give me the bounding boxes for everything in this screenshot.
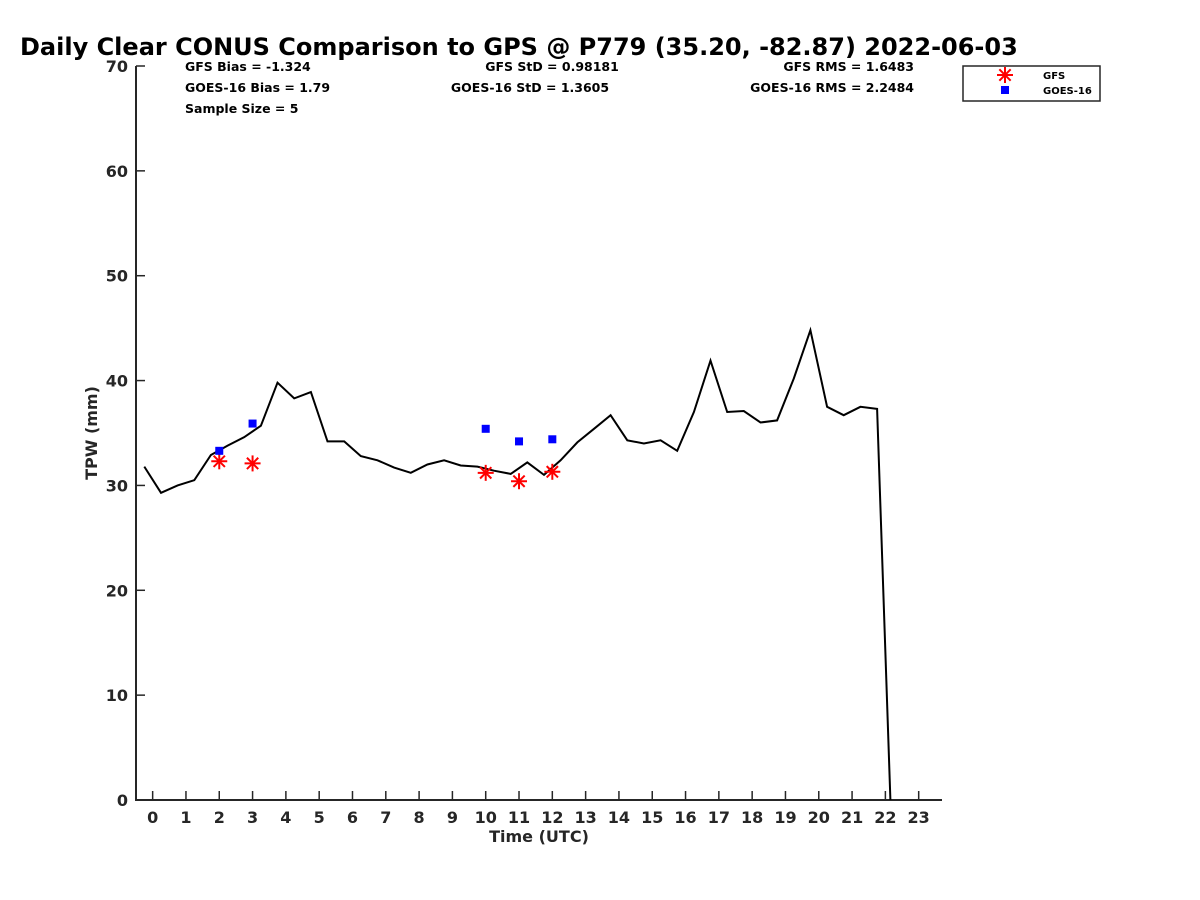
y-tick-label: 0 (117, 791, 128, 810)
y-tick-label: 40 (106, 372, 128, 391)
x-tick-label: 3 (247, 808, 258, 827)
x-tick-label: 13 (574, 808, 596, 827)
stat-gfs-bias: GFS Bias = -1.324 (185, 59, 311, 74)
gfs-point (477, 464, 494, 481)
legend-box (962, 65, 1101, 102)
x-tick-label: 11 (508, 808, 530, 827)
x-tick-label: 2 (214, 808, 225, 827)
legend-gfs-marker (997, 67, 1013, 83)
goes-point (248, 419, 257, 428)
legend: GFS GOES-16 (962, 65, 1101, 102)
x-tick-label: 8 (414, 808, 425, 827)
stat-goes-bias: GOES-16 Bias = 1.79 (185, 80, 330, 95)
x-tick-label: 14 (608, 808, 630, 827)
x-tick-label: 22 (874, 808, 896, 827)
legend-gfs-label: GFS (1043, 71, 1065, 82)
x-ticks: 0 1 2 3 4 5 6 7 8 9 10 11 12 13 14 15 16 17 18 19 20 21 22 23 (147, 791, 930, 827)
x-tick-label: 4 (280, 808, 291, 827)
goes-point (515, 437, 524, 446)
y-tick-label: 20 (106, 581, 128, 600)
x-tick-label: 5 (314, 808, 325, 827)
legend-goes-label: GOES-16 (1043, 86, 1092, 97)
gps-series-line (143, 326, 892, 801)
x-tick-label: 18 (741, 808, 763, 827)
gfs-point (211, 453, 228, 470)
plot-area (143, 326, 892, 801)
y-tick-label: 10 (106, 686, 128, 705)
stat-goes-std: GOES-16 StD = 1.3605 (451, 80, 609, 95)
x-tick-label: 15 (641, 808, 663, 827)
x-tick-label: 12 (541, 808, 563, 827)
gfs-point (511, 473, 528, 490)
axes (135, 66, 942, 801)
legend-gfs-asterisk (997, 67, 1013, 83)
y-axis-label: TPW (mm) (82, 386, 101, 480)
x-tick-label: 0 (147, 808, 158, 827)
y-tick-label: 50 (106, 267, 128, 286)
legend-goes-marker (1001, 86, 1009, 94)
x-tick-label: 9 (447, 808, 458, 827)
stat-gfs-rms: GFS RMS = 1.6483 (783, 59, 914, 74)
y-ticks: 0 10 20 30 40 50 60 70 (106, 57, 145, 810)
gfs-point (544, 463, 561, 480)
x-tick-label: 6 (347, 808, 358, 827)
y-tick-label: 70 (106, 57, 128, 76)
x-tick-label: 23 (908, 808, 930, 827)
gfs-point (244, 455, 261, 472)
goes-point (215, 446, 224, 455)
stat-sample-size: Sample Size = 5 (185, 101, 298, 116)
stat-gfs-std: GFS StD = 0.98181 (485, 59, 619, 74)
y-tick-label: 30 (106, 476, 128, 495)
x-tick-label: 21 (841, 808, 863, 827)
x-tick-label: 16 (674, 808, 696, 827)
x-tick-label: 17 (708, 808, 730, 827)
legend-goes-square (1001, 86, 1009, 94)
x-tick-label: 19 (774, 808, 796, 827)
x-tick-label: 20 (808, 808, 830, 827)
x-tick-label: 10 (475, 808, 497, 827)
goes-point (481, 424, 490, 433)
goes-point (548, 435, 557, 444)
y-tick-label: 60 (106, 162, 128, 181)
x-tick-label: 7 (380, 808, 391, 827)
stats-block: GFS Bias = -1.324 GOES-16 Bias = 1.79 Sa… (185, 59, 914, 116)
x-tick-label: 1 (180, 808, 191, 827)
x-axis-label: Time (UTC) (489, 827, 589, 846)
stat-goes-rms: GOES-16 RMS = 2.2484 (750, 80, 914, 95)
chart-title: Daily Clear CONUS Comparison to GPS @ P7… (20, 33, 1018, 61)
